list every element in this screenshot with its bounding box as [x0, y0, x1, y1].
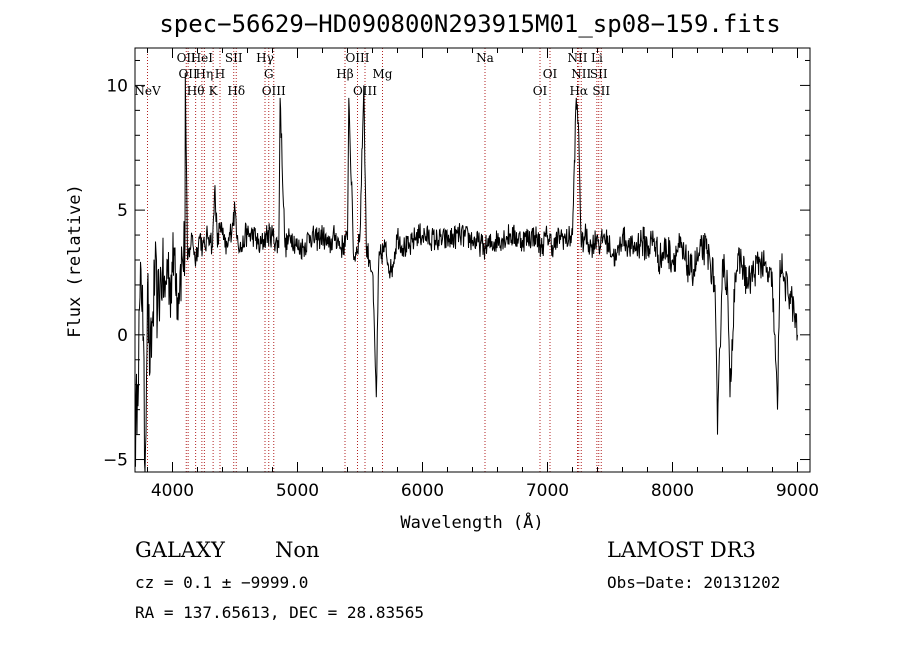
object-class: GALAXY	[135, 538, 225, 562]
x-tick-label: 6000	[401, 481, 444, 501]
coordinates-text: RA = 137.65613, DEC = 28.83565	[135, 603, 424, 622]
y-axis: −5 0 5 10	[103, 59, 810, 471]
x-tick-label: 9000	[776, 481, 819, 501]
x-axis: 4000 5000 6000 7000 8000 9000	[147, 48, 819, 501]
reference-line-label: NeV	[134, 84, 161, 98]
reference-line-label: Hη	[196, 67, 214, 81]
survey-name: LAMOST DR3	[607, 538, 756, 562]
reference-line-label: Hγ	[256, 51, 274, 65]
x-axis-label: Wavelength (Å)	[400, 511, 543, 533]
reference-line-label: Li	[591, 51, 603, 65]
reference-line-label: H	[215, 67, 225, 81]
reference-line-label: OI	[533, 84, 548, 98]
x-tick-label: 4000	[151, 481, 194, 501]
reference-line-label: OIII	[353, 84, 377, 98]
y-axis-label: Flux (relative)	[65, 184, 85, 338]
reference-line-label: K	[209, 84, 219, 98]
y-tick-label: 10	[106, 76, 128, 96]
x-tick-label: 5000	[276, 481, 319, 501]
reference-line-label: G	[264, 67, 274, 81]
reference-line-label: OII	[178, 67, 198, 81]
obs-date-text: Obs−Date: 20131202	[607, 573, 781, 592]
reference-line-label: HeI	[191, 51, 214, 65]
reference-lines	[147, 48, 602, 472]
reference-line-label: OIII	[345, 51, 369, 65]
reference-line-label: OII	[177, 51, 197, 65]
reference-line-label: Hδ	[227, 84, 245, 98]
spectrum-chart: spec−56629−HD090800N293915M01_sp08−159.f…	[65, 10, 819, 533]
x-tick-label: 8000	[651, 481, 694, 501]
reference-line-label: Mg	[373, 67, 393, 81]
reference-line-label: Na	[476, 51, 494, 65]
y-tick-label: 0	[117, 326, 128, 346]
reference-line-label: Hθ	[187, 84, 205, 98]
reference-line-label: OI	[543, 67, 558, 81]
reference-line-labels: NeVOIIOIIHθHeIHηKHSIIHδHγGOIIIHβOIIIOIII…	[134, 51, 610, 98]
reference-line-label: NII	[568, 51, 588, 65]
y-tick-label: −5	[103, 451, 128, 471]
reference-line-label: OIII	[262, 84, 286, 98]
object-subclass: Non	[275, 538, 320, 562]
reference-line-label: Hβ	[336, 67, 353, 81]
x-tick-label: 7000	[526, 481, 569, 501]
chart-title: spec−56629−HD090800N293915M01_sp08−159.f…	[159, 10, 780, 38]
reference-line-label: SII	[592, 84, 610, 98]
reference-line-label: Hα	[569, 84, 588, 98]
reference-line-label: SII	[590, 67, 608, 81]
reference-line-label: SII	[225, 51, 243, 65]
spectrum-line	[134, 72, 798, 473]
reference-line-label: NII	[571, 67, 591, 81]
redshift-text: cz = 0.1 ± −9999.0	[135, 573, 309, 592]
y-tick-label: 5	[117, 201, 128, 221]
